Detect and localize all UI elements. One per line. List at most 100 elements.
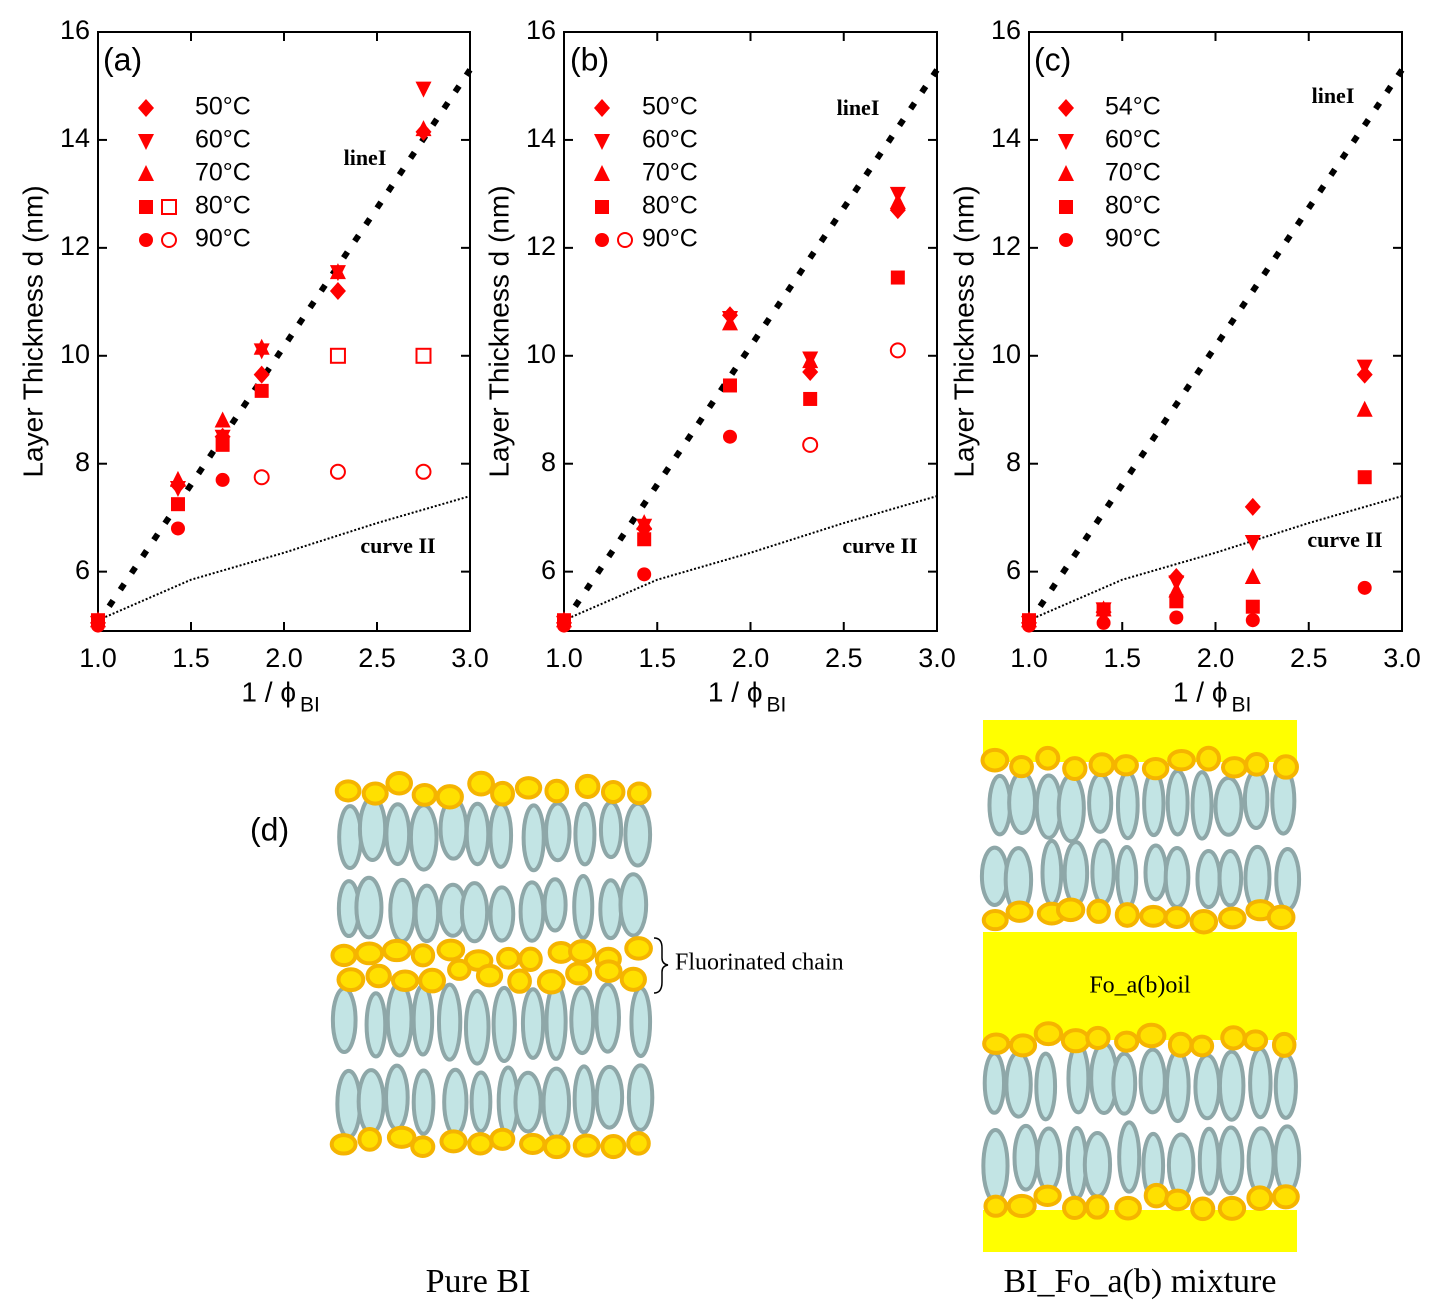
lipid-tail (598, 800, 624, 860)
lipid-head (514, 776, 543, 800)
lipid-head (1244, 752, 1270, 777)
lipid-tail (594, 1064, 625, 1130)
legend-marker (161, 199, 177, 215)
lipid-tail (541, 1066, 572, 1140)
data-point (415, 120, 432, 137)
caption: BI_Fo_a(b) mixture (1004, 1263, 1277, 1300)
x-tick-label: 2.0 (1197, 643, 1235, 673)
data-point (415, 81, 432, 98)
lipid-head (1114, 1195, 1142, 1221)
lipid-tail (1274, 847, 1302, 912)
x-tick-label: 2.5 (1290, 643, 1328, 673)
data-point (329, 282, 346, 301)
lipid-tail (335, 1068, 363, 1140)
lipid-tail (1217, 848, 1244, 908)
lipid-head (1218, 906, 1247, 930)
y-tick-label: 14 (526, 123, 556, 153)
y-tick-label: 6 (541, 555, 556, 585)
y-tick-label: 12 (526, 231, 556, 261)
lipid-tail (1193, 1053, 1222, 1121)
lipid-tail (1034, 1051, 1058, 1122)
x-axis-label-sub: BI (767, 694, 787, 717)
lipid-tail (1164, 1049, 1191, 1124)
y-tick-label: 8 (541, 447, 556, 477)
lipid-head (1217, 1195, 1247, 1221)
y-tick-label: 8 (1006, 447, 1021, 477)
lipid-head (385, 771, 413, 796)
legend-marker (138, 99, 154, 117)
lipid-head (1271, 1184, 1300, 1210)
lipid-tail (1066, 1042, 1091, 1115)
lipid-head (1055, 897, 1086, 923)
lipid-tail (1197, 1126, 1221, 1196)
y-tick-label: 10 (991, 339, 1021, 369)
lipid-tail (629, 985, 653, 1059)
lipid-tail (1117, 1120, 1142, 1194)
lipid-head (1163, 906, 1191, 929)
lipid-head (572, 1133, 601, 1158)
lipid-tail (1143, 843, 1169, 902)
lipid-head (1167, 748, 1196, 772)
lipid-tail (1195, 849, 1222, 910)
x-axis-label: 1 / ϕ (708, 676, 763, 707)
legend-label: 60°C (642, 126, 698, 154)
x-tick-label: 1.0 (79, 643, 117, 673)
lipid-head (439, 1129, 468, 1154)
y-tick-label: 12 (60, 231, 90, 261)
lipid-tail (544, 982, 568, 1061)
legend-label: 50°C (642, 93, 698, 121)
lipid-head (365, 963, 392, 989)
lipid-head (624, 936, 653, 961)
lipid-head (542, 1134, 571, 1160)
lipid-tail (1007, 770, 1038, 835)
line-label: curve II (360, 533, 435, 558)
lipid-head (600, 1134, 627, 1160)
lipid-head (436, 938, 466, 962)
lipid-tail (1166, 1132, 1196, 1198)
lipid-tail (982, 1051, 1007, 1115)
lipid-tail (411, 1068, 436, 1136)
lipid-head (334, 779, 362, 803)
legend-marker (595, 200, 609, 214)
lipid-head (983, 1194, 1009, 1218)
lipid-head (1189, 908, 1219, 935)
x-tick-label: 1.5 (172, 643, 210, 673)
lipid-head (1242, 1029, 1269, 1052)
legend-marker (594, 134, 610, 150)
legend-label: 60°C (195, 126, 251, 154)
lipid-head (1062, 756, 1088, 782)
lipid-tail (626, 1063, 655, 1132)
oil-layer (983, 720, 1297, 762)
y-tick-label: 10 (526, 339, 556, 369)
panel-label: (a) (103, 41, 142, 77)
legend-marker (161, 232, 177, 248)
lipid-tail (436, 982, 463, 1062)
lipid-tail (488, 801, 514, 869)
legend-marker (595, 233, 609, 247)
data-point (169, 470, 186, 487)
legend-marker (139, 200, 153, 214)
lipid-tail (459, 881, 490, 944)
data-point (890, 270, 905, 285)
x-tick-label: 3.0 (1383, 643, 1421, 673)
lipid-head (626, 1131, 651, 1156)
lipid-head (1062, 1195, 1088, 1220)
legend-marker (594, 165, 610, 181)
x-tick-label: 3.0 (918, 643, 956, 673)
legend-label: 54°C (1105, 93, 1161, 121)
lipid-tail (572, 1064, 596, 1135)
y-axis-label: Layer Thickness d (nm) (948, 185, 979, 477)
lipid-tail (1004, 1050, 1033, 1119)
lipid-head (1136, 1022, 1167, 1049)
data-point (254, 383, 269, 398)
x-tick-label: 1.0 (545, 643, 583, 673)
y-tick-label: 14 (60, 123, 90, 153)
lipid-tail (1248, 1046, 1273, 1120)
data-point (1244, 568, 1261, 585)
data-point (557, 618, 571, 633)
lipid-head (1085, 1025, 1111, 1050)
lipid-head (1008, 1033, 1038, 1058)
x-tick-label: 2.0 (265, 643, 303, 673)
data-point (722, 378, 737, 393)
legend-label: 70°C (642, 159, 698, 187)
